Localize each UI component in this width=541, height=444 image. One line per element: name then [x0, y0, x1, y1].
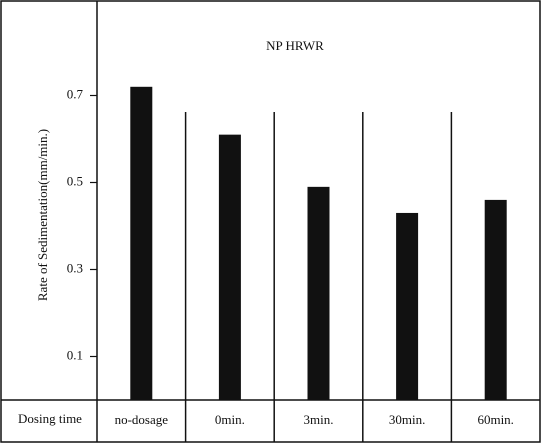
y-tick-label: 0.5	[67, 173, 83, 188]
x-tick-label: 30min.	[389, 412, 425, 427]
bar	[130, 86, 153, 401]
bar	[396, 212, 419, 400]
x-axis-label: Dosing time	[18, 411, 82, 426]
chart-title: NP HRWR	[266, 38, 324, 53]
x-tick-label: no-dosage	[115, 412, 169, 427]
y-tick-label: 0.1	[67, 347, 83, 362]
x-tick-label: 3min.	[304, 412, 334, 427]
x-tick-label: 0min.	[215, 412, 245, 427]
y-tick-label: 0.7	[67, 86, 84, 101]
bar	[218, 134, 241, 400]
y-tick-label: 0.3	[67, 260, 83, 275]
bar	[307, 186, 330, 400]
y-axis-label: Rate of Sedimentation(mm/min.)	[35, 129, 50, 301]
x-tick-label: 60min.	[477, 412, 513, 427]
bar	[484, 199, 507, 400]
